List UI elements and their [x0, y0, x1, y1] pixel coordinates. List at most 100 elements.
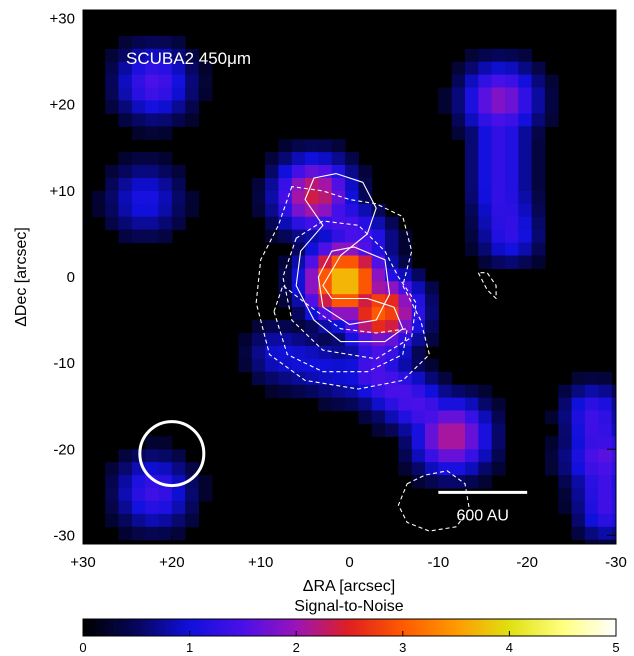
heatmap-cell — [145, 100, 160, 114]
heatmap-cell — [158, 152, 173, 166]
colorbar-segment — [506, 619, 510, 636]
heatmap-cell — [398, 423, 413, 437]
heatmap-cell — [571, 436, 586, 450]
heatmap-cell — [571, 397, 586, 412]
heatmap-cell — [438, 423, 453, 437]
heatmap-cell — [505, 216, 519, 231]
heatmap-cell — [611, 513, 616, 528]
colorbar-segment — [156, 619, 161, 636]
colorbar-segment — [502, 619, 507, 636]
y-axis-ticks: +30 +20 +10 0 -10 -20 -30 — [50, 11, 616, 544]
heatmap-cell — [371, 345, 386, 360]
heatmap-cell — [291, 178, 306, 192]
heatmap-cell — [331, 229, 346, 244]
heatmap-cell — [105, 178, 120, 192]
heatmap-cell — [291, 139, 306, 153]
heatmap-cell — [105, 513, 120, 528]
heatmap-cell — [571, 410, 586, 424]
heatmap-cell — [625, 436, 634, 450]
heatmap-cell — [305, 371, 319, 386]
colorbar-segment — [519, 619, 524, 636]
heatmap-cell — [505, 190, 519, 205]
heatmap-cell — [265, 320, 279, 334]
heatmap-cell — [518, 242, 533, 256]
colorbar-segment — [509, 619, 514, 636]
heatmap-cell — [558, 462, 573, 476]
heatmap-cell — [371, 423, 386, 437]
heatmap-cell — [158, 513, 173, 528]
heatmap-cell — [478, 475, 493, 489]
heatmap-cell — [278, 255, 293, 269]
colorbar-segment — [129, 619, 134, 636]
heatmap-cell — [278, 152, 293, 166]
heatmap-cell — [331, 294, 346, 308]
heatmap-cell — [105, 87, 120, 101]
colorbar-segment — [299, 619, 304, 636]
heatmap-cell — [171, 87, 186, 101]
colorbar-segment — [362, 619, 367, 636]
heatmap-cell — [131, 488, 146, 502]
heatmap-cell — [558, 475, 573, 489]
heatmap-cell — [398, 397, 413, 412]
heatmap-cell — [198, 488, 213, 502]
heatmap-cell — [465, 203, 479, 218]
heatmap-cell — [291, 190, 306, 205]
colorbar-segment — [252, 619, 257, 636]
heatmap-cell — [331, 345, 346, 360]
colorbar-segment — [449, 619, 454, 636]
colorbar-segment — [162, 619, 167, 636]
colorbar-segment — [329, 619, 334, 636]
heatmap-cell — [558, 449, 573, 463]
heatmap-cell — [345, 384, 359, 399]
heatmap-cell — [171, 203, 186, 218]
heatmap-cell — [505, 178, 519, 192]
heatmap-cell — [518, 216, 533, 231]
heatmap-cell — [291, 371, 306, 386]
heatmap-cell — [345, 178, 359, 192]
colorbar-segment — [586, 619, 590, 636]
heatmap-cell — [158, 61, 173, 76]
heatmap-cell — [505, 203, 519, 218]
heatmap-cell — [158, 87, 173, 101]
heatmap-cell — [465, 190, 479, 205]
heatmap-cell — [185, 190, 200, 205]
heatmap-cell — [171, 48, 186, 63]
heatmap-cell — [598, 539, 613, 544]
heatmap-cell — [398, 307, 413, 321]
colorbar-segment — [359, 619, 364, 636]
colorbar-segment — [512, 619, 517, 636]
heatmap-cell — [131, 216, 146, 231]
colorbar-label: Signal-to-Noise — [294, 598, 403, 615]
colorbar-segment — [479, 619, 484, 636]
colorbar-segment — [562, 619, 567, 636]
heatmap-cell — [491, 61, 506, 76]
heatmap-cell — [451, 113, 466, 127]
colorbar-segment — [272, 619, 277, 636]
colorbar-segment — [576, 619, 580, 636]
colorbar-segment — [372, 619, 377, 636]
heatmap-cell — [358, 268, 373, 282]
heatmap-cell — [584, 423, 599, 437]
heatmap-cell — [385, 397, 399, 412]
heatmap-cell — [465, 384, 479, 399]
heatmap-cell — [425, 358, 439, 373]
colorbar-segment — [386, 619, 390, 636]
heatmap-cell — [371, 358, 386, 373]
contour-dashed — [397, 470, 470, 532]
heatmap-cell — [118, 229, 133, 244]
heatmap-cell — [531, 100, 546, 114]
heatmap-cell — [425, 410, 439, 424]
heatmap-cell — [398, 410, 413, 424]
heatmap-cell — [171, 462, 186, 476]
heatmap-cell — [465, 397, 479, 412]
heatmap-cell — [451, 462, 466, 476]
heatmap-cell — [265, 333, 279, 347]
heatmap-cell — [131, 513, 146, 528]
heatmap-cell — [491, 113, 506, 127]
heatmap-cell — [478, 397, 493, 412]
heatmap-cell — [625, 501, 634, 515]
heatmap-cell — [611, 384, 616, 399]
heatmap-cell — [371, 216, 386, 231]
heatmap-cell — [318, 320, 333, 334]
heatmap-cell — [331, 384, 346, 399]
